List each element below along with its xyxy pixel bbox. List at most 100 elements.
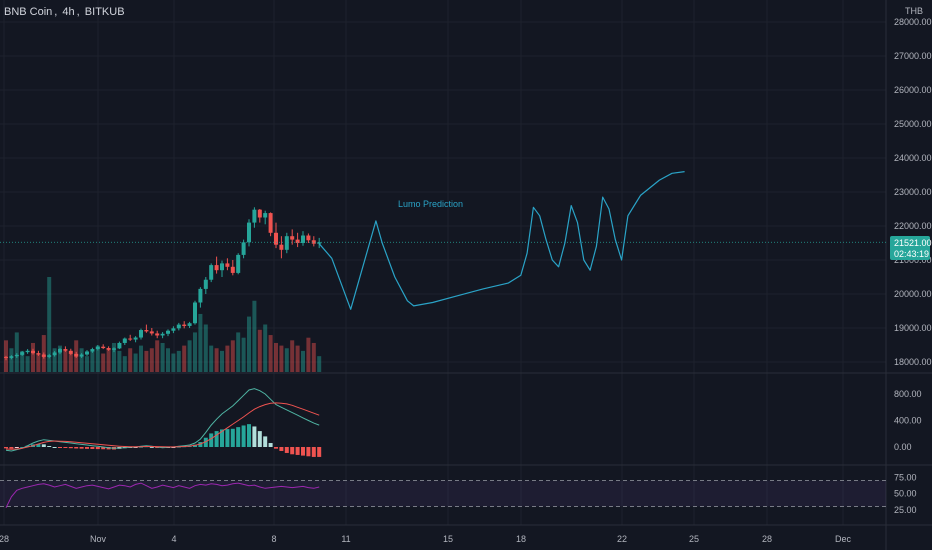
- candle[interactable]: [85, 350, 89, 356]
- candle[interactable]: [263, 210, 268, 225]
- candle[interactable]: [139, 328, 143, 340]
- candle[interactable]: [241, 239, 246, 259]
- candle[interactable]: [203, 277, 208, 294]
- candle[interactable]: [220, 260, 224, 277]
- candle-body: [47, 355, 52, 357]
- candle[interactable]: [14, 353, 19, 358]
- rsi-pane[interactable]: [0, 480, 886, 509]
- candle[interactable]: [311, 236, 316, 247]
- candle-body: [209, 265, 214, 280]
- candle[interactable]: [47, 353, 52, 359]
- volume-bar: [117, 350, 122, 372]
- candle[interactable]: [101, 344, 106, 350]
- volume-bar: [225, 345, 230, 372]
- candle-body: [171, 328, 176, 331]
- candle[interactable]: [160, 332, 165, 339]
- candle[interactable]: [193, 300, 197, 325]
- candle[interactable]: [257, 209, 262, 223]
- candle[interactable]: [68, 348, 73, 356]
- time-axis[interactable]: 28 Nov 4 8 11 15 18 22 25 28 Dec: [0, 534, 851, 544]
- candle[interactable]: [317, 237, 322, 249]
- macd-histogram-bar: [214, 431, 219, 447]
- candle[interactable]: [63, 346, 68, 352]
- volume-bar: [193, 332, 197, 372]
- candle[interactable]: [4, 355, 8, 361]
- candle[interactable]: [128, 334, 133, 341]
- macd-histogram-bar: [149, 446, 154, 448]
- candle[interactable]: [41, 352, 46, 359]
- volume-bar: [166, 348, 170, 372]
- candle[interactable]: [9, 355, 14, 360]
- candle[interactable]: [198, 287, 203, 308]
- volume-bar: [317, 356, 322, 372]
- candle-body: [176, 324, 181, 329]
- countdown-label: 02:43:19: [894, 249, 929, 259]
- candle[interactable]: [155, 330, 160, 339]
- candle[interactable]: [20, 351, 25, 356]
- candle[interactable]: [122, 337, 127, 345]
- candle[interactable]: [74, 351, 79, 358]
- candle[interactable]: [290, 229, 295, 245]
- candle[interactable]: [274, 222, 278, 249]
- volume-bar: [133, 353, 138, 372]
- candle[interactable]: [187, 321, 192, 328]
- candle[interactable]: [112, 347, 116, 353]
- candle[interactable]: [252, 207, 257, 228]
- candle[interactable]: [247, 219, 251, 247]
- candle[interactable]: [52, 351, 57, 357]
- volume-bar: [85, 356, 89, 372]
- candle[interactable]: [225, 258, 230, 271]
- candle[interactable]: [236, 253, 241, 275]
- candle-body: [317, 242, 322, 244]
- candle[interactable]: [176, 322, 181, 331]
- candle-body: [74, 353, 79, 357]
- candle[interactable]: [209, 263, 214, 283]
- symbol-title[interactable]: BNB Coin, 4h, BITKUB: [4, 6, 125, 18]
- price-axis[interactable]: 28000.00 27000.00 26000.00 25000.00 24000.00…: [894, 17, 932, 515]
- volume-bar: [263, 324, 268, 372]
- candle[interactable]: [106, 346, 111, 351]
- candle[interactable]: [182, 321, 187, 329]
- candle[interactable]: [214, 256, 219, 274]
- candle[interactable]: [36, 350, 41, 356]
- volume-bar: [106, 348, 111, 372]
- candle[interactable]: [306, 233, 311, 243]
- candle[interactable]: [117, 341, 122, 350]
- candlestick-series[interactable]: [0, 207, 886, 361]
- volume-bar: [58, 345, 62, 372]
- candle[interactable]: [279, 236, 284, 259]
- macd-histogram-bar: [101, 447, 106, 450]
- candle-body: [144, 330, 149, 332]
- candle-body: [14, 354, 19, 357]
- candle[interactable]: [133, 336, 138, 343]
- candle[interactable]: [171, 326, 176, 334]
- candle[interactable]: [144, 324, 149, 333]
- volume-bar: [209, 345, 214, 372]
- price-marker: 21521.00 02:43:19: [890, 236, 932, 260]
- candle-body: [214, 265, 219, 271]
- candle[interactable]: [284, 232, 289, 254]
- macd-pane[interactable]: [4, 388, 322, 457]
- price-tick-label: 18000.00: [894, 357, 932, 367]
- candle[interactable]: [95, 345, 100, 351]
- candle[interactable]: [295, 232, 300, 248]
- macd-line: [5, 388, 320, 452]
- candle[interactable]: [268, 212, 273, 237]
- candle-body: [117, 342, 122, 349]
- candle[interactable]: [58, 347, 62, 355]
- candle[interactable]: [149, 328, 154, 336]
- candle[interactable]: [166, 329, 170, 337]
- volume-bar: [95, 345, 100, 372]
- candle[interactable]: [25, 349, 30, 354]
- macd-histogram-bar: [317, 447, 322, 457]
- volume-bar: [31, 342, 35, 372]
- candle[interactable]: [301, 231, 305, 246]
- candle-body: [268, 213, 273, 233]
- candle[interactable]: [79, 353, 84, 358]
- candle[interactable]: [230, 260, 235, 276]
- candle[interactable]: [31, 348, 35, 355]
- candle[interactable]: [90, 347, 95, 353]
- volume-bar: [252, 300, 257, 372]
- candle-body: [52, 352, 57, 356]
